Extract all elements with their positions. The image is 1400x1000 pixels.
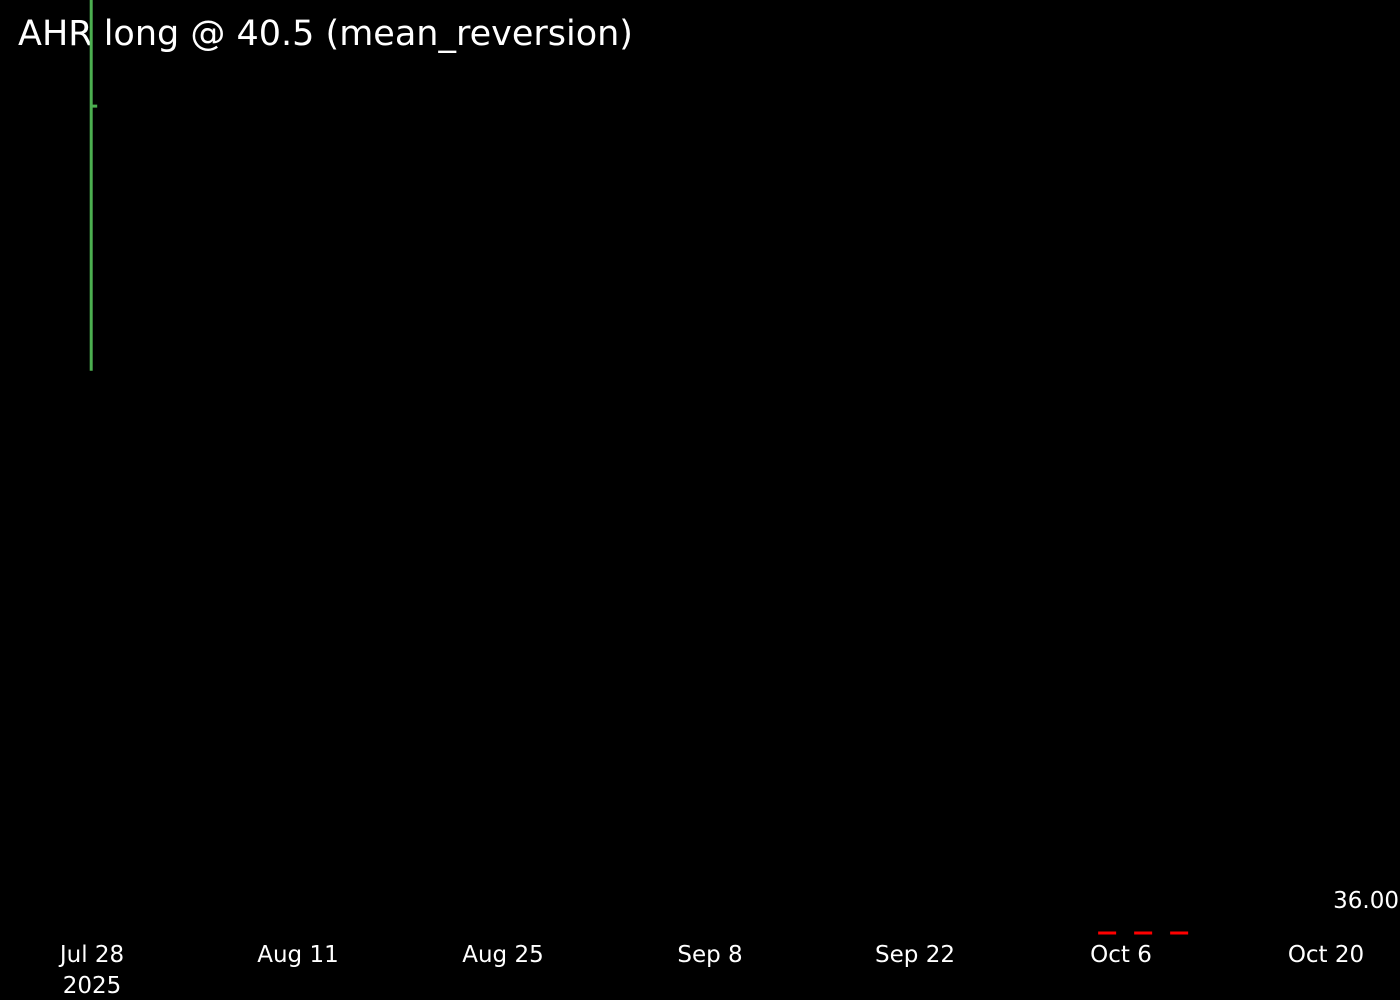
x-tick-label: Jul 28 bbox=[58, 942, 124, 968]
x-tick-sublabel: 2025 bbox=[63, 973, 122, 999]
levels-layer bbox=[1098, 931, 1201, 935]
y-tick-label: 36.00 bbox=[1333, 888, 1399, 914]
y-axis: 36.0037.0038.0039.0040.0041.0042.0043.00 bbox=[1333, 888, 1399, 914]
x-tick-label: Oct 20 bbox=[1288, 942, 1364, 968]
chart-title: AHR long @ 40.5 (mean_reversion) bbox=[18, 14, 633, 54]
bars-layer bbox=[89, 0, 98, 371]
ohlc-bar bbox=[89, 0, 98, 371]
x-tick-label: Sep 8 bbox=[677, 942, 742, 968]
x-tick-label: Aug 25 bbox=[462, 942, 544, 968]
x-tick-label: Aug 11 bbox=[257, 942, 339, 968]
x-tick-label: Oct 6 bbox=[1090, 942, 1152, 968]
x-tick-label: Sep 22 bbox=[875, 942, 955, 968]
x-axis: Jul 28 2025 Aug 11 Aug 25 Sep 8 Sep 22 Oct 6 Oc… bbox=[58, 942, 1364, 999]
